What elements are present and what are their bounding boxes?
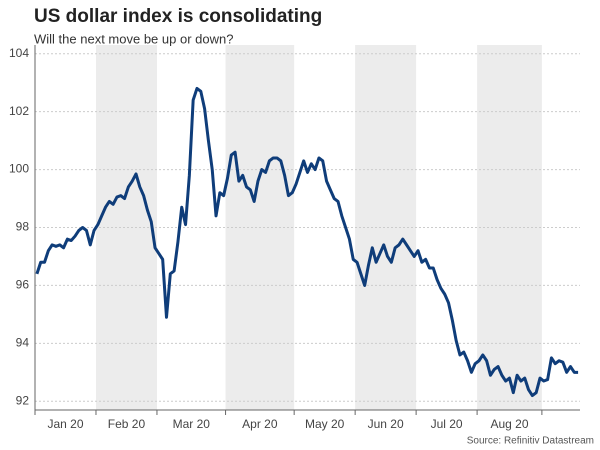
x-tick-label: Apr 20 xyxy=(242,417,278,431)
x-tick-label: Jun 20 xyxy=(368,417,404,431)
x-tick-label: Aug 20 xyxy=(490,417,528,431)
y-tick-label: 98 xyxy=(16,220,30,234)
x-tick-label: Mar 20 xyxy=(173,417,211,431)
y-tick-label: 104 xyxy=(9,46,29,60)
x-tick-label: Jul 20 xyxy=(431,417,463,431)
y-tick-label: 92 xyxy=(16,393,30,407)
source: Source: Refinitiv Datastream xyxy=(467,436,594,447)
x-tick-label: Jan 20 xyxy=(47,417,83,431)
line xyxy=(35,86,579,398)
month-band xyxy=(355,45,417,410)
x-tick-label: May 20 xyxy=(305,417,345,431)
chart-title: US dollar index is consolidating xyxy=(34,6,322,27)
y-tick-label: 96 xyxy=(16,278,30,292)
month-band xyxy=(95,45,157,410)
x-tick-label: Feb 20 xyxy=(108,417,146,431)
y-tick-label: 94 xyxy=(16,336,30,350)
chart-subtitle: Will the next move be up or down? xyxy=(34,31,233,46)
y-tick-label: 100 xyxy=(9,162,29,176)
y-tick-label: 102 xyxy=(9,104,29,118)
